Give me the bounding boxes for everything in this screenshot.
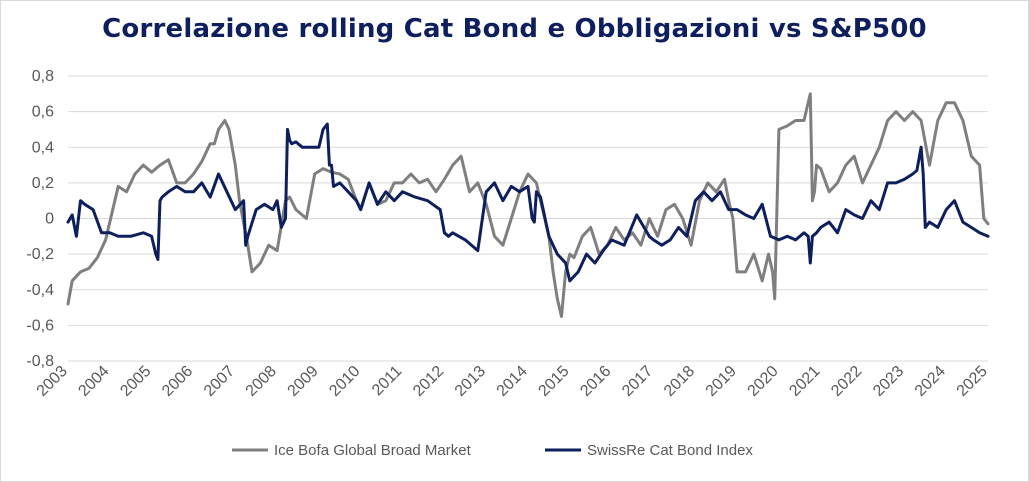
y-tick-label: 0,2: [32, 175, 54, 192]
x-tick-label: 2011: [369, 363, 405, 399]
x-tick-label: 2020: [745, 363, 782, 400]
x-tick-label: 2018: [661, 363, 698, 400]
x-tick-label: 2016: [577, 363, 614, 400]
chart-title: Correlazione rolling Cat Bond e Obbligaz…: [102, 14, 927, 44]
x-axis-ticks: 2003 2004 2005 2006 2007 2008 2009 2010 2011 2012…: [34, 363, 991, 400]
legend-label-0: Ice Bofa Global Broad Market: [274, 442, 472, 459]
x-tick-label: 2021: [786, 363, 823, 400]
series-line-1: [66, 122, 990, 283]
gridlines: [68, 75, 988, 362]
x-tick-label: 2006: [159, 363, 196, 400]
x-tick-label: 2014: [494, 363, 531, 400]
x-tick-label: 2015: [535, 363, 572, 400]
y-axis-ticks: 0,8 0,6 0,4 0,2 0 -0,2 -0,4 -0,6 -0,8: [26, 68, 54, 370]
x-tick-label: 2025: [954, 363, 991, 400]
series-lines: [66, 92, 990, 318]
x-tick-label: 2019: [703, 363, 740, 400]
x-tick-label: 2005: [117, 363, 154, 400]
y-tick-label: 0,8: [32, 68, 54, 85]
x-tick-label: 2017: [619, 363, 656, 400]
x-tick-label: 2010: [326, 363, 363, 400]
y-tick-label: 0: [45, 211, 54, 228]
y-tick-label: -0,6: [26, 317, 54, 334]
y-tick-label: -0,8: [26, 353, 54, 370]
y-tick-label: 0,6: [32, 104, 54, 121]
x-tick-label: 2009: [285, 363, 322, 400]
x-tick-label: 2008: [243, 363, 280, 400]
x-tick-label: 2022: [828, 363, 865, 400]
x-tick-label: 2004: [75, 363, 112, 400]
y-tick-label: -0,4: [26, 282, 54, 299]
x-tick-label: 2007: [201, 363, 238, 400]
x-tick-label: 2012: [410, 363, 447, 400]
legend-label-1: SwissRe Cat Bond Index: [587, 442, 753, 459]
y-tick-label: 0,4: [32, 139, 54, 156]
x-tick-label: 2024: [912, 363, 949, 400]
x-tick-label: 2023: [870, 363, 907, 400]
y-tick-label: -0,2: [26, 246, 54, 263]
legend: Ice Bofa Global Broad Market SwissRe Cat …: [232, 442, 753, 459]
x-tick-label: 2013: [452, 363, 489, 400]
series-line-0: [66, 92, 990, 318]
